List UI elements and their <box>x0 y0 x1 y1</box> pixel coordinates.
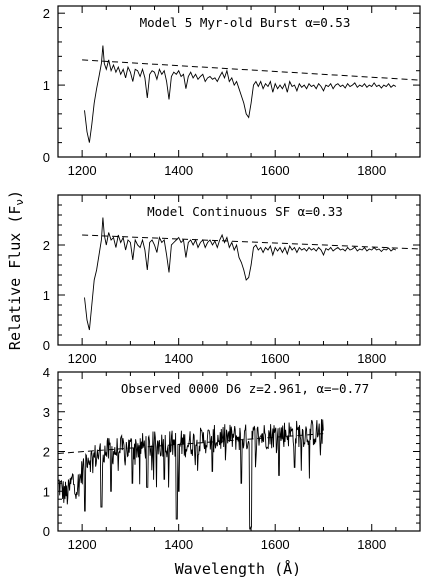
y-axis-title-subscript: ν <box>13 199 26 206</box>
y-tick-label: 4 <box>43 365 50 380</box>
plot-frame <box>57 194 421 346</box>
x-tick-label: 1200 <box>68 163 97 178</box>
panel-title: Model 5 Myr-old Burst α=0.53 <box>140 15 351 30</box>
panel-title-alpha: α=−0.77 <box>316 381 369 396</box>
panel-title: Model Continuous SF α=0.33 <box>147 204 343 219</box>
y-tick-label: 1 <box>43 78 50 93</box>
panel-3: 1200 1400 1600 1800 0 1 2 3 4 Observed 0000 D6 z=… <box>43 365 421 552</box>
x-tick-label: 1200 <box>68 351 97 366</box>
x-axis-title: Wavelength (Å) <box>175 559 301 578</box>
y-tick-label: 0 <box>43 524 50 539</box>
y-tick-label: 1 <box>43 484 50 499</box>
x-tick-label: 1600 <box>261 537 290 552</box>
panel-title-alpha: α=0.53 <box>305 15 350 30</box>
panel-title-alpha: α=0.33 <box>298 204 343 219</box>
panel-2: 1200 1400 1600 1800 0 1 2 Model Continuous SF α… <box>43 194 421 366</box>
plot-frame <box>57 5 421 158</box>
x-tick-label: 1200 <box>68 537 97 552</box>
power-law-fit-line <box>82 234 421 250</box>
x-tick-label: 1400 <box>164 537 193 552</box>
x-tick-label: 1400 <box>164 351 193 366</box>
panel-title-name: Model 5 Myr-old Burst <box>140 15 306 30</box>
y-tick-label: 3 <box>43 405 50 420</box>
x-tick-label: 1800 <box>357 537 386 552</box>
panel-1: 1200 1400 1600 1800 0 1 2 Model 5 Myr-old Burst… <box>43 5 421 178</box>
spectrum-line <box>84 217 397 331</box>
x-tick-label: 1800 <box>357 351 386 366</box>
y-tick-label: 1 <box>43 288 50 303</box>
y-tick-label: 2 <box>43 445 50 460</box>
panel-title-name: Model Continuous SF <box>147 204 298 219</box>
x-tick-label: 1600 <box>261 351 290 366</box>
y-tick-label: 2 <box>43 238 50 253</box>
x-tick-label: 1800 <box>357 163 386 178</box>
panel-title-name: Observed 0000 D6 z=2.961, <box>121 381 317 396</box>
y-tick-label: 2 <box>43 6 50 21</box>
y-tick-label: 0 <box>43 338 50 353</box>
spectrum-line <box>84 45 397 143</box>
panel-title: Observed 0000 D6 z=2.961, α=−0.77 <box>121 381 369 396</box>
power-law-fit-line <box>82 59 421 81</box>
x-tick-label: 1400 <box>164 163 193 178</box>
y-axis-title: Relative Flux (Fν) <box>6 190 26 350</box>
y-tick-label: 0 <box>43 150 50 165</box>
x-tick-label: 1600 <box>261 163 290 178</box>
power-law-fit-line <box>57 433 324 454</box>
spectrum-line <box>57 419 324 530</box>
